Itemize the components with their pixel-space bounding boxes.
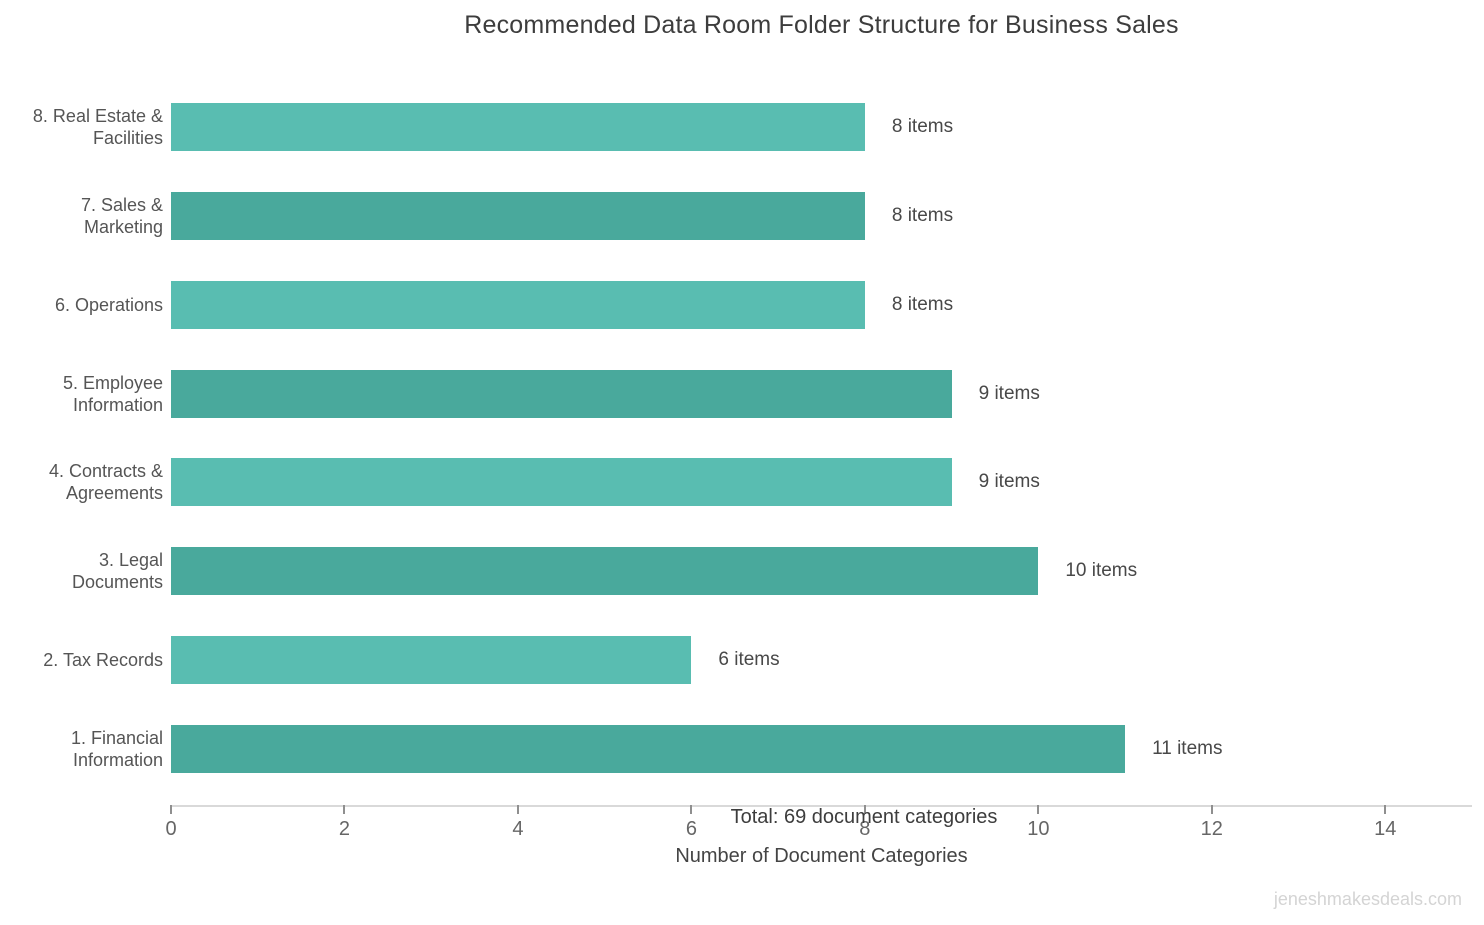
x-tick-label: 14 [1374, 818, 1397, 840]
bar-value-label: 8 items [891, 116, 954, 138]
x-tick-label: 4 [512, 818, 524, 840]
y-axis-label: 6. Operations [54, 294, 163, 315]
x-tick-mark [516, 805, 519, 814]
x-tick-label: 12 [1200, 818, 1223, 840]
bar-row: 8 items [171, 261, 1472, 350]
x-tick-label: 6 [685, 818, 697, 840]
bar-row: 10 items [171, 527, 1472, 616]
x-tick-mark [863, 805, 866, 814]
bar-value-label: 11 items [1152, 737, 1223, 759]
x-tick-mark [1037, 805, 1040, 814]
y-axis-category-labels: 8. Real Estate & Facilities 7. Sales & Ma… [13, 83, 163, 793]
bar [171, 547, 1039, 596]
y-axis-label: 1. Financial Information [70, 727, 163, 770]
bar-row: 11 items [171, 704, 1472, 793]
bar [171, 192, 865, 241]
watermark: jeneshmakesdeals.com [1273, 889, 1462, 909]
bar [171, 280, 865, 329]
y-axis-label: 4. Contracts & Agreements [48, 461, 163, 504]
bar [171, 103, 865, 152]
bar-value-label: 9 items [978, 471, 1040, 493]
x-tick-mark [690, 805, 693, 814]
bar-row: 9 items [171, 438, 1472, 527]
bar-row: 6 items [171, 616, 1472, 705]
bar-value-label: 6 items [718, 648, 780, 670]
y-axis-label: 8. Real Estate & Facilities [32, 106, 163, 149]
plot-area: 8 items 8 items 8 items 9 items 9 items 10 it… [171, 83, 1472, 793]
bar [171, 458, 952, 507]
bar-row: 8 items [171, 172, 1472, 261]
x-axis-title: Number of Document Categories [675, 845, 968, 867]
bar-value-label: 10 items [1065, 560, 1138, 582]
bar [171, 724, 1126, 773]
x-axis-ticks: 0 2 4 6 8 10 12 14 [165, 805, 1472, 850]
x-tick-mark [1384, 805, 1387, 814]
x-axis-line [171, 805, 1472, 807]
bar-row: 8 items [171, 83, 1472, 172]
x-tick-label: 0 [165, 818, 177, 840]
bar-value-label: 8 items [891, 205, 954, 227]
bar-value-label: 9 items [978, 382, 1040, 404]
x-tick-label: 2 [338, 818, 351, 840]
x-tick-label: 10 [1027, 818, 1050, 840]
y-axis-label: 7. Sales & Marketing [80, 195, 163, 238]
y-axis-label: 3. Legal Documents [71, 550, 163, 593]
x-tick-label: 8 [859, 818, 871, 840]
x-tick-mark [170, 805, 172, 814]
y-axis-label: 5. Employee Information [62, 372, 163, 415]
y-axis-label: 2. Tax Records [43, 649, 163, 670]
bar [171, 369, 952, 418]
x-tick-mark [1210, 805, 1213, 814]
chart-title: Recommended Data Room Folder Structure f… [464, 11, 1179, 39]
bar-value-label: 8 items [891, 293, 954, 315]
bar-row: 9 items [171, 349, 1472, 438]
bar [171, 635, 692, 684]
x-tick-mark [343, 805, 346, 814]
total-annotation: Total: 69 document categories [730, 806, 998, 828]
